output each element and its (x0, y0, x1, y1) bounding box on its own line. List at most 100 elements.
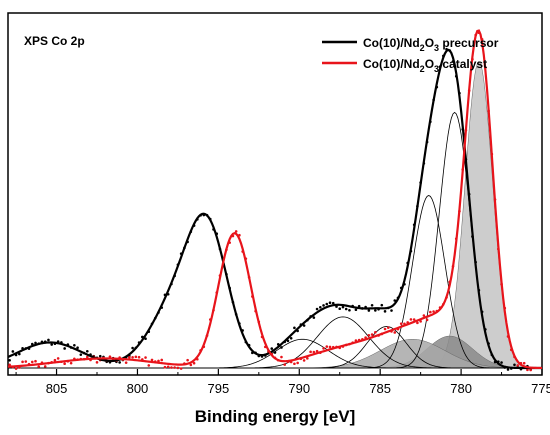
data-point-catalyst (367, 333, 371, 337)
data-point-catalyst (170, 366, 173, 369)
data-point-precursor (500, 361, 503, 364)
data-point-precursor (34, 341, 37, 345)
x-tick-label: 800 (127, 381, 149, 396)
data-point-catalyst (309, 350, 312, 354)
data-point-precursor (289, 336, 293, 340)
data-point-catalyst (386, 326, 390, 329)
legend-label-precursor: Co(10)/Nd2O3 precursor (363, 36, 499, 53)
data-point-catalyst (399, 322, 403, 325)
data-point-catalyst (24, 360, 28, 363)
data-point-catalyst (429, 310, 432, 314)
data-point-catalyst (322, 347, 325, 350)
data-point-catalyst (432, 310, 435, 313)
data-point-precursor (322, 304, 325, 307)
legend: Co(10)/Nd2O3 precursor Co(10)/Nd2O3 cata… (322, 36, 499, 74)
data-point-catalyst (166, 365, 170, 369)
legend-precursor-main: Co(10)/Nd (363, 36, 420, 50)
data-point-precursor (383, 310, 387, 313)
data-point-catalyst (14, 367, 18, 370)
data-point-precursor (513, 363, 516, 367)
x-tick-label: 780 (450, 381, 472, 396)
data-point-precursor (506, 368, 510, 371)
data-point-precursor (341, 305, 345, 309)
data-point-catalyst (37, 365, 41, 368)
data-point-catalyst (134, 355, 138, 359)
data-point-catalyst (302, 359, 306, 362)
data-point-precursor (354, 308, 358, 312)
data-point-precursor (374, 309, 377, 312)
fit-lines (7, 29, 543, 370)
data-point-precursor (325, 302, 329, 306)
data-point-catalyst (189, 363, 193, 367)
fit-line-catalyst (7, 29, 543, 370)
data-point-catalyst (315, 349, 319, 353)
data-point-precursor (328, 301, 332, 305)
data-point-precursor (357, 304, 361, 308)
data-point-catalyst (283, 363, 287, 366)
data-point-catalyst (85, 355, 89, 359)
x-tick-label: 795 (208, 381, 230, 396)
data-point-precursor (380, 303, 384, 307)
data-point-precursor (47, 338, 50, 342)
data-point-precursor (76, 346, 79, 349)
legend-label-catalyst: Co(10)/Nd2O3 catalyst (363, 57, 487, 74)
data-point-catalyst (516, 364, 520, 367)
data-point-catalyst (312, 350, 316, 354)
data-point-precursor (319, 305, 322, 309)
x-tick-label: 805 (46, 381, 68, 396)
data-point-precursor (73, 344, 76, 347)
data-point-precursor (18, 352, 21, 356)
data-point-precursor (11, 350, 15, 353)
legend-precursor-tail: precursor (439, 36, 499, 50)
data-point-catalyst (234, 230, 238, 233)
x-tick-label: 775 (531, 381, 550, 396)
panel-label: XPS Co 2p (24, 34, 85, 48)
legend-precursor-sub2: 3 (434, 43, 439, 53)
data-point-precursor (293, 326, 296, 330)
data-point-catalyst (69, 361, 73, 365)
data-point-precursor (118, 361, 121, 364)
data-point-catalyst (144, 356, 147, 359)
data-point-catalyst (53, 358, 57, 362)
data-point-catalyst (95, 361, 99, 364)
data-point-catalyst (147, 364, 151, 367)
data-point-catalyst (186, 358, 189, 362)
legend-precursor-mid: O (425, 36, 434, 50)
data-point-catalyst (137, 355, 141, 359)
data-point-catalyst (30, 360, 34, 364)
data-point-catalyst (325, 345, 329, 348)
x-axis-ticks: 805 800 795 790 785 780 775 (15, 369, 550, 396)
data-point-catalyst (419, 320, 422, 323)
data-point-catalyst (374, 330, 377, 334)
data-point-precursor (273, 351, 277, 354)
data-point-catalyst (34, 359, 37, 363)
legend-catalyst-mid: O (425, 57, 434, 71)
data-point-precursor (63, 347, 66, 350)
data-point-catalyst (383, 327, 387, 331)
data-point-catalyst (176, 366, 180, 370)
legend-catalyst-tail: catalyst (439, 57, 487, 71)
data-point-precursor (367, 309, 371, 312)
data-point-catalyst (163, 365, 167, 369)
data-point-catalyst (296, 361, 299, 365)
legend-catalyst-sub1: 2 (420, 64, 425, 74)
data-point-catalyst (529, 368, 532, 372)
data-point-catalyst (150, 358, 154, 362)
data-point-catalyst (422, 314, 426, 317)
data-point-catalyst (425, 318, 429, 322)
data-point-catalyst (124, 361, 128, 364)
data-point-precursor (390, 309, 393, 312)
data-point-catalyst (43, 365, 47, 368)
data-point-precursor (370, 304, 374, 307)
data-point-precursor (348, 308, 351, 312)
data-point-catalyst (412, 318, 416, 321)
data-point-precursor (8, 358, 11, 362)
data-point-precursor (338, 307, 342, 311)
data-point-catalyst (63, 362, 66, 366)
data-point-catalyst (416, 321, 419, 325)
data-point-catalyst (179, 367, 183, 370)
data-point-catalyst (108, 355, 112, 358)
data-point-catalyst (328, 345, 332, 349)
data-point-precursor (131, 346, 134, 350)
